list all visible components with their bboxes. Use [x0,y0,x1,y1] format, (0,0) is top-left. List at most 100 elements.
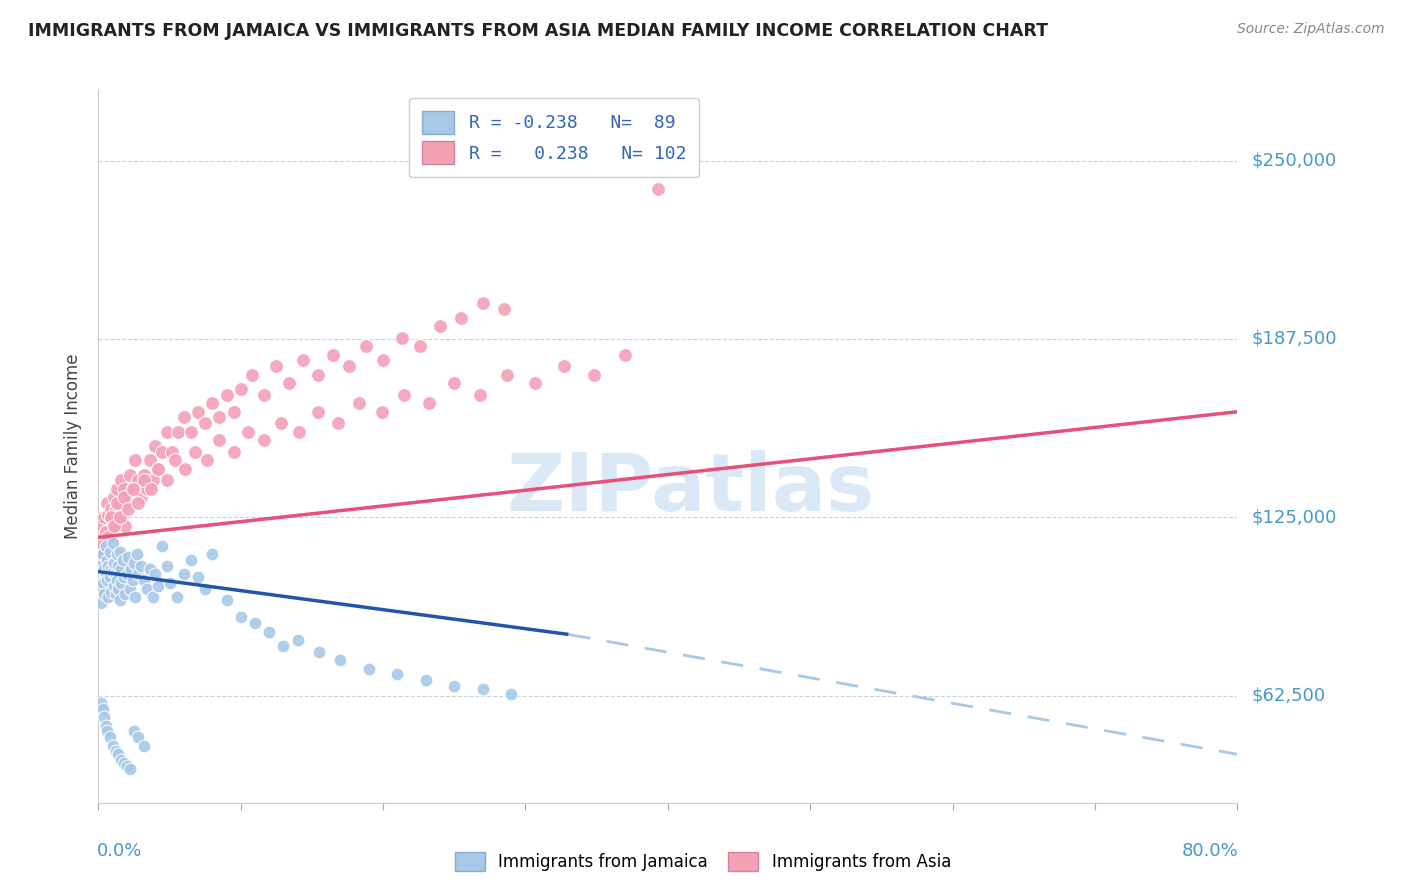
Point [307,368,329,382]
Point [98,530,121,544]
Point [354,339,377,353]
Legend: R = -0.238   N=  89, R =   0.238   N= 102: R = -0.238 N= 89, R = 0.238 N= 102 [409,98,699,178]
Point [101,536,124,550]
Point [108,510,131,524]
Point [308,644,330,658]
Point [105,548,128,562]
Point [125,548,148,562]
Point [187,405,209,419]
Point [93,562,115,576]
Point [89,582,111,596]
Point [127,730,149,744]
Point [108,496,131,510]
Point [494,301,516,316]
Point [94,719,117,733]
Point [273,639,295,653]
Point [90,696,112,710]
Point [104,744,127,758]
Point [553,359,575,373]
Point [614,348,637,362]
Point [337,359,360,373]
Point [121,482,143,496]
Point [111,501,134,516]
Point [208,434,231,448]
Point [156,473,179,487]
Point [127,567,149,582]
Point [148,579,170,593]
Point [107,747,129,762]
Point [240,368,263,382]
Point [107,510,129,524]
Point [132,573,155,587]
Point [114,519,136,533]
Point [103,556,125,570]
Point [135,582,157,596]
Point [132,473,155,487]
Point [115,758,138,772]
Point [110,562,132,576]
Point [201,396,224,410]
Point [129,558,152,573]
Point [94,524,117,539]
Point [647,182,669,196]
Point [194,582,217,596]
Legend: Immigrants from Jamaica, Immigrants from Asia: Immigrants from Jamaica, Immigrants from… [447,843,959,880]
Point [373,353,395,368]
Point [100,584,122,599]
Point [101,739,124,753]
Point [501,687,523,701]
Point [118,467,141,482]
Point [104,501,127,516]
Point [270,416,292,430]
Point [145,567,167,582]
Point [132,739,155,753]
Point [103,519,125,533]
Text: $250,000: $250,000 [1251,152,1337,169]
Point [97,530,120,544]
Point [278,376,301,391]
Point [132,467,155,482]
Point [96,553,118,567]
Point [108,593,131,607]
Point [208,410,231,425]
Point [222,444,245,458]
Point [357,662,380,676]
Point [124,591,146,605]
Point [93,510,115,524]
Point [173,410,195,425]
Point [97,558,120,573]
Point [122,556,145,570]
Y-axis label: Median Family Income: Median Family Income [65,353,83,539]
Point [100,562,122,576]
Point [122,724,145,739]
Point [121,573,143,587]
Point [322,348,344,362]
Point [180,425,202,439]
Point [187,570,209,584]
Point [129,491,152,505]
Point [101,519,124,533]
Point [138,453,160,467]
Text: Source: ZipAtlas.com: Source: ZipAtlas.com [1237,22,1385,37]
Point [103,579,125,593]
Point [173,567,195,582]
Point [152,444,174,458]
Point [96,496,118,510]
Point [496,368,519,382]
Point [90,519,112,533]
Point [107,582,129,596]
Point [91,539,114,553]
Point [112,491,135,505]
Point [252,434,274,448]
Point [287,633,309,648]
Point [111,553,134,567]
Point [107,558,129,573]
Point [450,310,472,325]
Point [104,567,127,582]
Point [91,548,114,562]
Point [121,482,143,496]
Point [582,368,605,382]
Point [114,587,136,601]
Point [94,567,117,582]
Point [370,405,392,419]
